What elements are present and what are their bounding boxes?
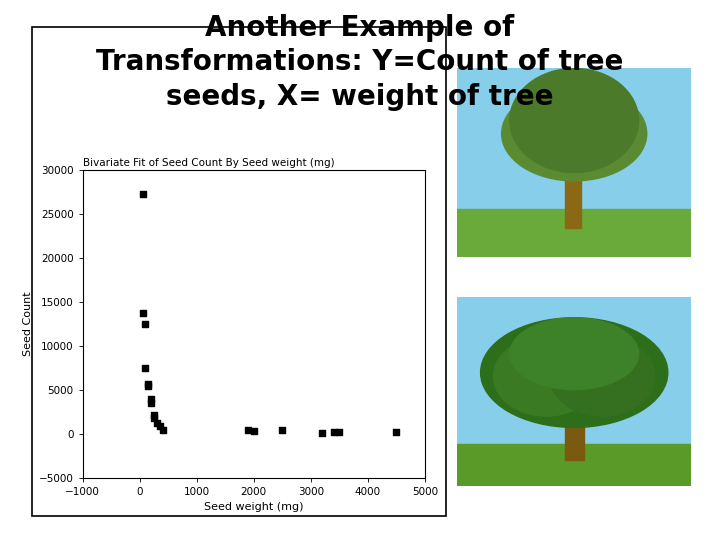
Point — [148, 414, 160, 422]
Bar — [457, 444, 691, 486]
Point — [151, 419, 163, 428]
Ellipse shape — [549, 337, 655, 416]
Point — [145, 394, 157, 403]
Point — [143, 380, 154, 388]
Point — [143, 382, 154, 391]
Point — [390, 428, 402, 436]
Bar — [457, 209, 691, 256]
Bar — [564, 162, 581, 228]
Point — [328, 428, 339, 436]
Point — [333, 428, 345, 436]
Ellipse shape — [480, 318, 668, 428]
Point — [276, 426, 288, 434]
Point — [148, 410, 160, 419]
Point — [140, 363, 151, 372]
Point — [140, 320, 151, 328]
Point — [248, 427, 259, 436]
Ellipse shape — [510, 318, 639, 390]
X-axis label: Seed weight (mg): Seed weight (mg) — [204, 503, 304, 512]
Text: Another Example of
Transformations: Y=Count of tree
seeds, X= weight of tree: Another Example of Transformations: Y=Co… — [96, 14, 624, 111]
Text: Bivariate Fit of Seed Count By Seed weight (mg): Bivariate Fit of Seed Count By Seed weig… — [83, 158, 334, 168]
Ellipse shape — [510, 69, 639, 172]
Point — [154, 422, 166, 430]
Point — [157, 425, 168, 434]
Point — [243, 425, 254, 434]
Point — [137, 308, 148, 317]
Ellipse shape — [502, 86, 647, 181]
Ellipse shape — [493, 337, 599, 416]
Point — [137, 190, 148, 198]
Point — [316, 429, 328, 437]
Y-axis label: Seed Count: Seed Count — [23, 292, 33, 356]
Point — [145, 399, 157, 408]
Bar — [564, 407, 583, 460]
